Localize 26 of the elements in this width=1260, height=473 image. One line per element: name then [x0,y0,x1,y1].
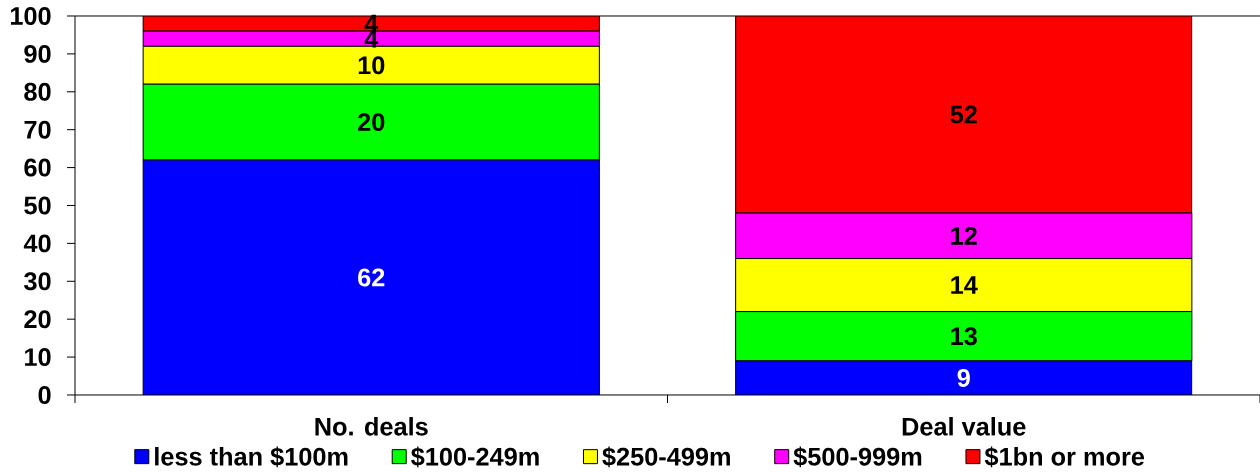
data-label: 52 [950,105,977,124]
data-label: 10 [358,56,385,75]
x-tick-label: Deal value [902,417,1026,436]
data-label: 14 [951,276,978,294]
y-tick-label: 30 [24,272,51,291]
y-tick-label: 60 [24,158,51,177]
legend-label: $250-499m [602,446,730,468]
x-tick-label: No. deals [315,417,428,436]
y-tick-label: 70 [24,120,51,139]
y-tick-label: 40 [23,234,51,253]
data-label: 62 [358,268,385,287]
data-label: 13 [951,327,977,346]
legend-label: $500-999m [793,446,922,468]
y-tick-label: 100 [10,7,51,25]
data-label: 9 [957,368,970,387]
data-label: 20 [358,113,385,132]
legend-label: less than $100m [155,446,348,468]
y-tick-label: 90 [24,44,51,63]
y-tick-label: 80 [24,82,51,101]
y-tick-label: 20 [24,310,51,329]
data-label: 12 [951,226,977,245]
y-tick-label: 10 [25,348,51,367]
legend-label: $100-249m [411,446,539,468]
y-tick-label: 50 [24,196,51,215]
legend-label: $1bn or more [984,446,1145,468]
y-tick-label: 0 [38,386,51,404]
